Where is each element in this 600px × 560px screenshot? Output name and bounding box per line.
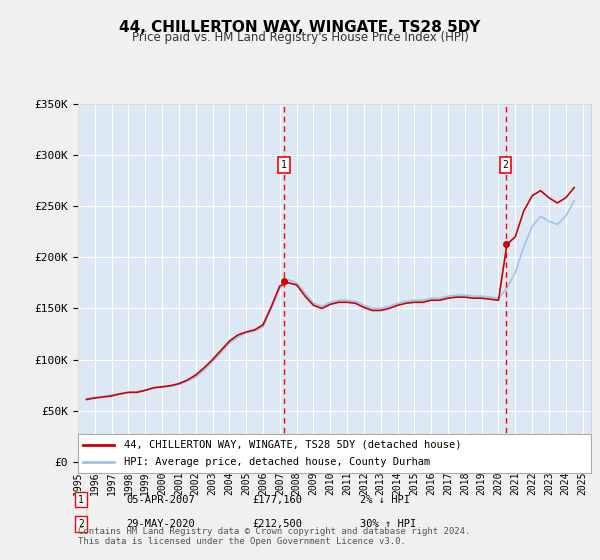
- Text: 29-MAY-2020: 29-MAY-2020: [126, 519, 195, 529]
- Text: 2% ↓ HPI: 2% ↓ HPI: [360, 494, 410, 505]
- Text: HPI: Average price, detached house, County Durham: HPI: Average price, detached house, Coun…: [124, 457, 430, 467]
- Text: 2: 2: [78, 519, 84, 529]
- Text: £212,500: £212,500: [252, 519, 302, 529]
- Text: Contains HM Land Registry data © Crown copyright and database right 2024.
This d: Contains HM Land Registry data © Crown c…: [78, 526, 470, 546]
- Text: 1: 1: [78, 494, 84, 505]
- Text: 30% ↑ HPI: 30% ↑ HPI: [360, 519, 416, 529]
- Text: Price paid vs. HM Land Registry's House Price Index (HPI): Price paid vs. HM Land Registry's House …: [131, 31, 469, 44]
- Text: 44, CHILLERTON WAY, WINGATE, TS28 5DY: 44, CHILLERTON WAY, WINGATE, TS28 5DY: [119, 20, 481, 35]
- Text: 44, CHILLERTON WAY, WINGATE, TS28 5DY (detached house): 44, CHILLERTON WAY, WINGATE, TS28 5DY (d…: [124, 440, 461, 450]
- Text: 2: 2: [503, 160, 508, 170]
- Text: £177,160: £177,160: [252, 494, 302, 505]
- Text: 05-APR-2007: 05-APR-2007: [126, 494, 195, 505]
- Text: 1: 1: [281, 160, 287, 170]
